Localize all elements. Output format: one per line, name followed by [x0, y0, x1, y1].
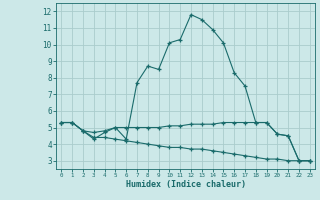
X-axis label: Humidex (Indice chaleur): Humidex (Indice chaleur): [126, 180, 246, 189]
